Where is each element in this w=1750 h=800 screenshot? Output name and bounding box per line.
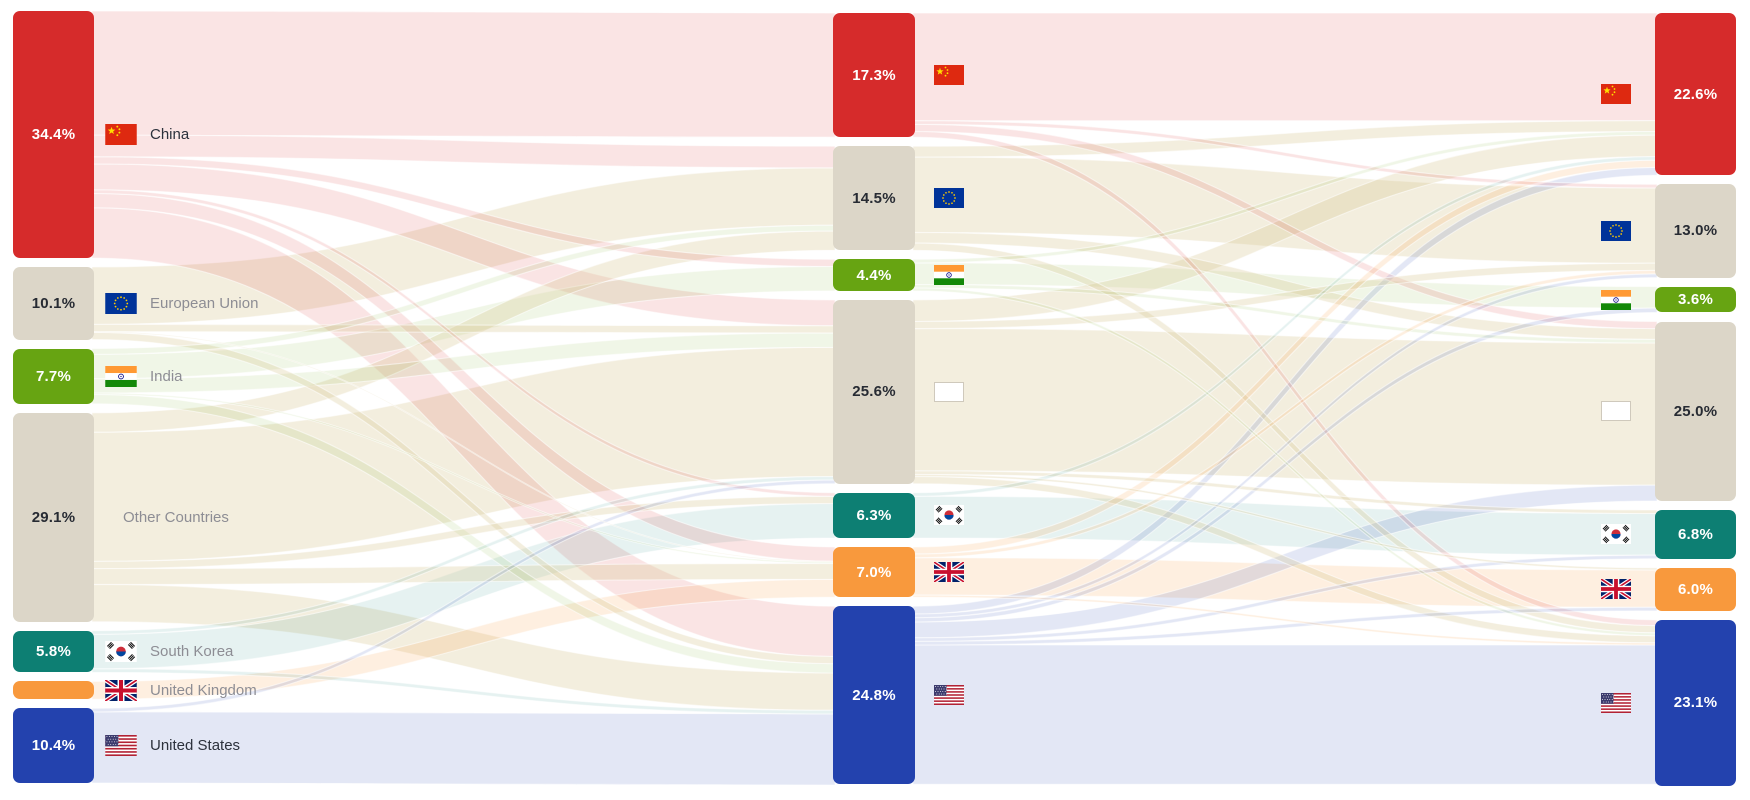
eu-right-node[interactable]: 13.0% xyxy=(1655,184,1736,278)
node-percent: 24.8% xyxy=(852,686,896,704)
kr-flag-icon xyxy=(105,641,137,663)
node-percent: 4.4% xyxy=(856,266,892,284)
china-flag-icon xyxy=(105,124,137,145)
node-percent: 10.1% xyxy=(31,294,76,312)
eu-flag-icon xyxy=(934,188,964,209)
kr-row-label: South Korea xyxy=(105,641,233,663)
us-left-node[interactable]: 10.4% xyxy=(13,708,94,783)
uk-flag-icon xyxy=(934,562,964,583)
node-percent: 14.5% xyxy=(852,189,896,207)
flow-us-to-other-stage1 xyxy=(91,479,836,713)
kr-mid-node[interactable]: 6.3% xyxy=(833,492,915,538)
node-percent: 17.3% xyxy=(852,66,896,84)
flow-eu-to-other-stage1 xyxy=(91,323,836,334)
node-label: South Korea xyxy=(150,643,234,661)
node-percent: 25.0% xyxy=(1673,402,1718,420)
node-percent: 3.6% xyxy=(1678,290,1713,308)
us-mid-node[interactable]: 24.8% xyxy=(833,606,915,785)
uk-left-node[interactable] xyxy=(13,681,94,700)
flow-china-to-china-stage2 xyxy=(912,12,1658,122)
china-right-node[interactable]: 22.6% xyxy=(1655,13,1736,176)
india-mid-node[interactable]: 4.4% xyxy=(833,259,915,291)
flow-other-to-eu-stage1 xyxy=(91,230,836,433)
us-flag-icon xyxy=(934,685,964,706)
flow-us-to-us-stage1 xyxy=(91,711,836,786)
eu-row-label: European Union xyxy=(105,292,258,314)
node-percent: 6.0% xyxy=(1678,580,1713,598)
other-right-node[interactable]: 25.0% xyxy=(1655,321,1736,501)
other-left-node[interactable]: 29.1% xyxy=(13,412,94,622)
eu-flag-icon xyxy=(105,292,137,314)
china-flag-icon xyxy=(934,65,964,86)
node-percent: 34.4% xyxy=(31,126,76,143)
other-flag-icon xyxy=(934,381,964,402)
flow-us-to-other-stage2 xyxy=(912,484,1658,639)
kr-left-node[interactable]: 5.8% xyxy=(13,630,94,673)
node-percent: 7.7% xyxy=(36,367,71,385)
flow-uk-to-uk-stage1 xyxy=(91,578,836,700)
china-flag-icon xyxy=(1601,84,1631,105)
uk-flag-icon xyxy=(104,678,138,703)
kr-right-node[interactable]: 6.8% xyxy=(1655,510,1736,559)
flow-us-to-china-stage2 xyxy=(912,166,1658,615)
node-label: China xyxy=(150,126,190,143)
india-right-node[interactable]: 3.6% xyxy=(1655,286,1736,313)
us-flag-icon xyxy=(105,735,137,757)
uk-right-node[interactable]: 6.0% xyxy=(1655,567,1736,611)
flow-kr-to-kr-stage1 xyxy=(91,502,836,670)
china-mid-node[interactable]: 17.3% xyxy=(833,13,915,138)
kr-flag-icon xyxy=(934,505,964,526)
kr-flag-icon xyxy=(1601,524,1631,545)
eu-left-node[interactable]: 10.1% xyxy=(13,267,94,340)
node-percent: 29.1% xyxy=(31,508,76,526)
flow-eu-to-eu-stage2 xyxy=(912,156,1658,264)
us-row-label: United States xyxy=(105,735,240,757)
node-label: European Union xyxy=(150,294,259,312)
node-percent: 25.6% xyxy=(852,383,896,401)
china-row-label: China xyxy=(105,124,189,146)
flow-china-to-china-stage1 xyxy=(91,10,836,138)
eu-mid-node[interactable]: 14.5% xyxy=(833,146,915,251)
flow-us-to-kr-stage2 xyxy=(912,554,1658,642)
node-percent: 10.4% xyxy=(31,737,76,755)
node-percent: 22.6% xyxy=(1673,85,1718,103)
eu-flag-icon xyxy=(1601,220,1631,241)
flow-us-to-us-stage2 xyxy=(912,644,1658,785)
india-flag-icon xyxy=(1601,289,1631,310)
node-percent: 23.1% xyxy=(1673,694,1718,712)
node-percent: 13.0% xyxy=(1673,222,1718,240)
other-flag-icon xyxy=(1601,401,1631,422)
other-mid-node[interactable]: 25.6% xyxy=(833,299,915,484)
node-percent: 5.8% xyxy=(36,642,71,660)
node-percent: 6.8% xyxy=(1678,525,1713,543)
node-label: Other Countries xyxy=(123,508,229,526)
flow-us-to-uk-stage2 xyxy=(912,606,1658,646)
us-flag-icon xyxy=(1601,692,1631,713)
node-percent: 6.3% xyxy=(856,506,892,524)
node-percent: 7.0% xyxy=(856,563,892,581)
uk-row-label: United Kingdom xyxy=(104,678,257,703)
uk-mid-node[interactable]: 7.0% xyxy=(833,547,915,598)
india-left-node[interactable]: 7.7% xyxy=(13,348,94,404)
uk-flag-icon xyxy=(1601,579,1631,600)
node-label: United Kingdom xyxy=(150,681,257,699)
india-flag-icon xyxy=(934,265,964,286)
us-right-node[interactable]: 23.1% xyxy=(1655,619,1736,786)
other-row-label: Other Countries xyxy=(123,506,229,528)
india-flag-icon xyxy=(105,365,137,387)
node-label: United States xyxy=(150,737,241,755)
node-label: India xyxy=(150,367,183,385)
flow-us-to-eu-stage2 xyxy=(912,273,1658,619)
flow-us-to-india-stage2 xyxy=(912,307,1658,623)
india-row-label: India xyxy=(105,365,183,387)
flow-india-to-india-stage1 xyxy=(91,265,836,380)
china-left-node[interactable]: 34.4% xyxy=(13,11,94,258)
